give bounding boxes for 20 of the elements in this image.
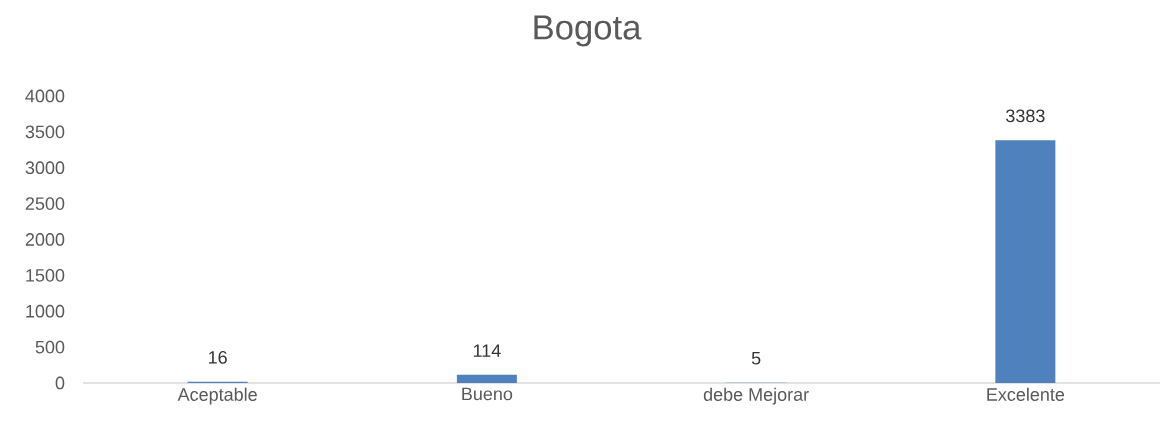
y-tick-label: 1500 <box>26 268 65 282</box>
y-tick-label: 3500 <box>25 125 65 139</box>
data-label: 114 <box>473 344 501 357</box>
data-label: 5 <box>751 352 761 365</box>
bar <box>456 374 517 383</box>
y-tick-label: 0 <box>55 376 65 390</box>
data-label: 3383 <box>1006 109 1045 123</box>
y-tick-label: 3000 <box>25 161 65 175</box>
y-tick-label: 1000 <box>26 304 65 318</box>
x-tick-label: Excelente <box>987 387 1065 401</box>
bar <box>995 140 1056 383</box>
y-tick-label: 2500 <box>25 197 65 210</box>
y-tick-label: 2000 <box>25 233 65 246</box>
data-label: 16 <box>209 351 227 364</box>
x-tick-label: Aceptable <box>177 387 257 405</box>
y-tick-label: 4000 <box>25 89 65 103</box>
x-tick-label: Bueno <box>462 387 513 401</box>
y-tick-label: 500 <box>35 340 65 354</box>
x-tick-label: debe Mejorar <box>703 387 809 405</box>
chart-title: Bogota <box>534 15 642 47</box>
